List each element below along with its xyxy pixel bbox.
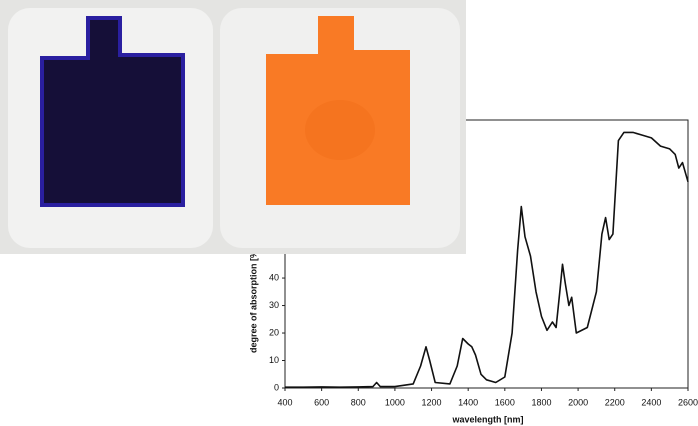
y-tick-label: 40 — [269, 272, 279, 282]
sample-spot — [305, 100, 375, 160]
x-axis-label: wavelength [nm] — [451, 414, 523, 424]
x-tick-label: 2400 — [641, 397, 661, 407]
x-tick-label: 1400 — [458, 397, 478, 407]
x-tick-label: 1000 — [385, 397, 405, 407]
y-tick-label: 0 — [274, 382, 279, 392]
x-tick-label: 2000 — [568, 397, 588, 407]
chart: 400 600 800 1000 1200 1400 1600 1800 2000 2200 240… — [269, 119, 698, 407]
blue-sample — [40, 16, 185, 207]
y-tick-label: 10 — [269, 355, 279, 365]
x-tick-label: 1200 — [422, 397, 442, 407]
x-tick-label: 1800 — [531, 397, 551, 407]
y-tick-label: 30 — [269, 300, 279, 310]
y-tick-label: 20 — [269, 327, 279, 337]
x-tick-label: 600 — [314, 397, 329, 407]
x-tick-label: 800 — [351, 397, 366, 407]
y-axis-label: degree of absorption [%] — [248, 247, 258, 353]
sample-photo — [0, 0, 466, 254]
x-tick-label: 1600 — [495, 397, 515, 407]
x-tick-label: 2600 — [678, 397, 698, 407]
x-tick-label: 400 — [277, 397, 292, 407]
x-tick-label: 2200 — [605, 397, 625, 407]
spectrum-line — [285, 131, 689, 388]
